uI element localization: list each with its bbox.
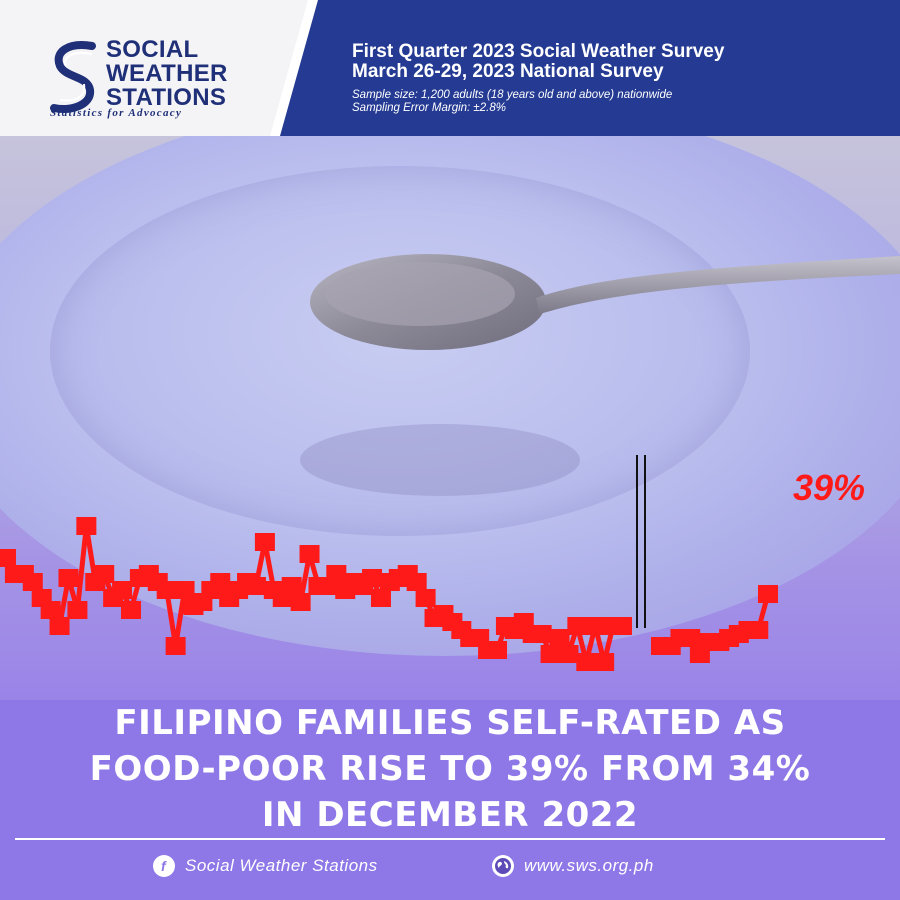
data-point [299,545,320,563]
data-point [174,581,195,599]
data-point [156,581,177,599]
data-point [540,645,561,663]
data-point [120,601,141,619]
data-point [680,629,701,647]
data-point [76,517,97,535]
data-point [112,581,133,599]
data-point [567,617,588,635]
data-point [576,653,597,671]
spoon-image [300,254,900,496]
headline-line2: FOOD-POOR RISE TO 39% FROM 34% [89,749,811,789]
data-point [165,637,186,655]
data-point [22,573,43,591]
data-point [558,645,579,663]
plate-well [50,166,750,536]
logo-tagline: Statistics for Advocacy [50,107,183,119]
plate-photo [0,136,900,700]
headline: FILIPINO FAMILIES SELF-RATED AS FOOD-POO… [0,700,900,838]
survey-title: First Quarter 2023 Social Weather Survey… [352,42,724,82]
data-point [49,617,70,635]
data-point [370,589,391,607]
logo-line-stations: STATIONS [106,84,227,111]
sws-logo-icon [50,41,96,113]
survey-details: Sample size: 1,200 adults (18 years old … [352,89,672,115]
logo-line-weather: WEATHER [106,60,228,87]
logo-line-social: SOCIAL [106,36,199,63]
data-point [612,617,632,635]
data-point [210,573,231,591]
data-point [40,601,61,619]
data-point [531,625,552,643]
data-point [326,565,347,583]
facebook-link[interactable]: f Social Weather Stations [153,855,378,877]
data-point [362,569,383,587]
survey-title-line2: March 26-29, 2023 National Survey [352,61,664,82]
globe-icon [492,855,514,877]
data-point [406,573,427,591]
headline-line3: IN DECEMBER 2022 [261,795,639,835]
bottom-panel [0,700,900,900]
data-point [254,533,275,551]
data-point [67,601,88,619]
data-point [487,641,508,659]
chart-series-group [0,517,778,671]
error-margin: Sampling Error Margin: ±2.8% [352,102,506,114]
logo-wordmark: SOCIAL WEATHER STATIONS [106,38,228,110]
header-logo-panel [0,0,318,136]
facebook-label: Social Weather Stations [185,856,378,875]
facebook-icon: f [153,855,175,877]
svg-text:f: f [161,859,167,873]
data-point [415,589,436,607]
website-link[interactable]: www.sws.org.ph [492,855,654,877]
data-point [0,549,16,567]
data-point [594,653,615,671]
data-point [58,569,79,587]
footer-divider [15,838,885,840]
survey-title-line1: First Quarter 2023 Social Weather Survey [352,41,725,62]
sample-size: Sample size: 1,200 adults (18 years old … [352,89,673,101]
header-survey-panel [280,0,900,136]
data-point [748,621,769,639]
website-label: www.sws.org.ph [524,856,654,875]
headline-line1: FILIPINO FAMILIES SELF-RATED AS [114,703,786,743]
data-point [585,617,606,635]
data-point [758,585,778,603]
data-point [549,629,570,647]
latest-value-label: 39% [793,467,865,508]
data-point [245,577,266,595]
data-point [281,577,302,595]
data-point [94,565,115,583]
data-point [290,593,311,611]
